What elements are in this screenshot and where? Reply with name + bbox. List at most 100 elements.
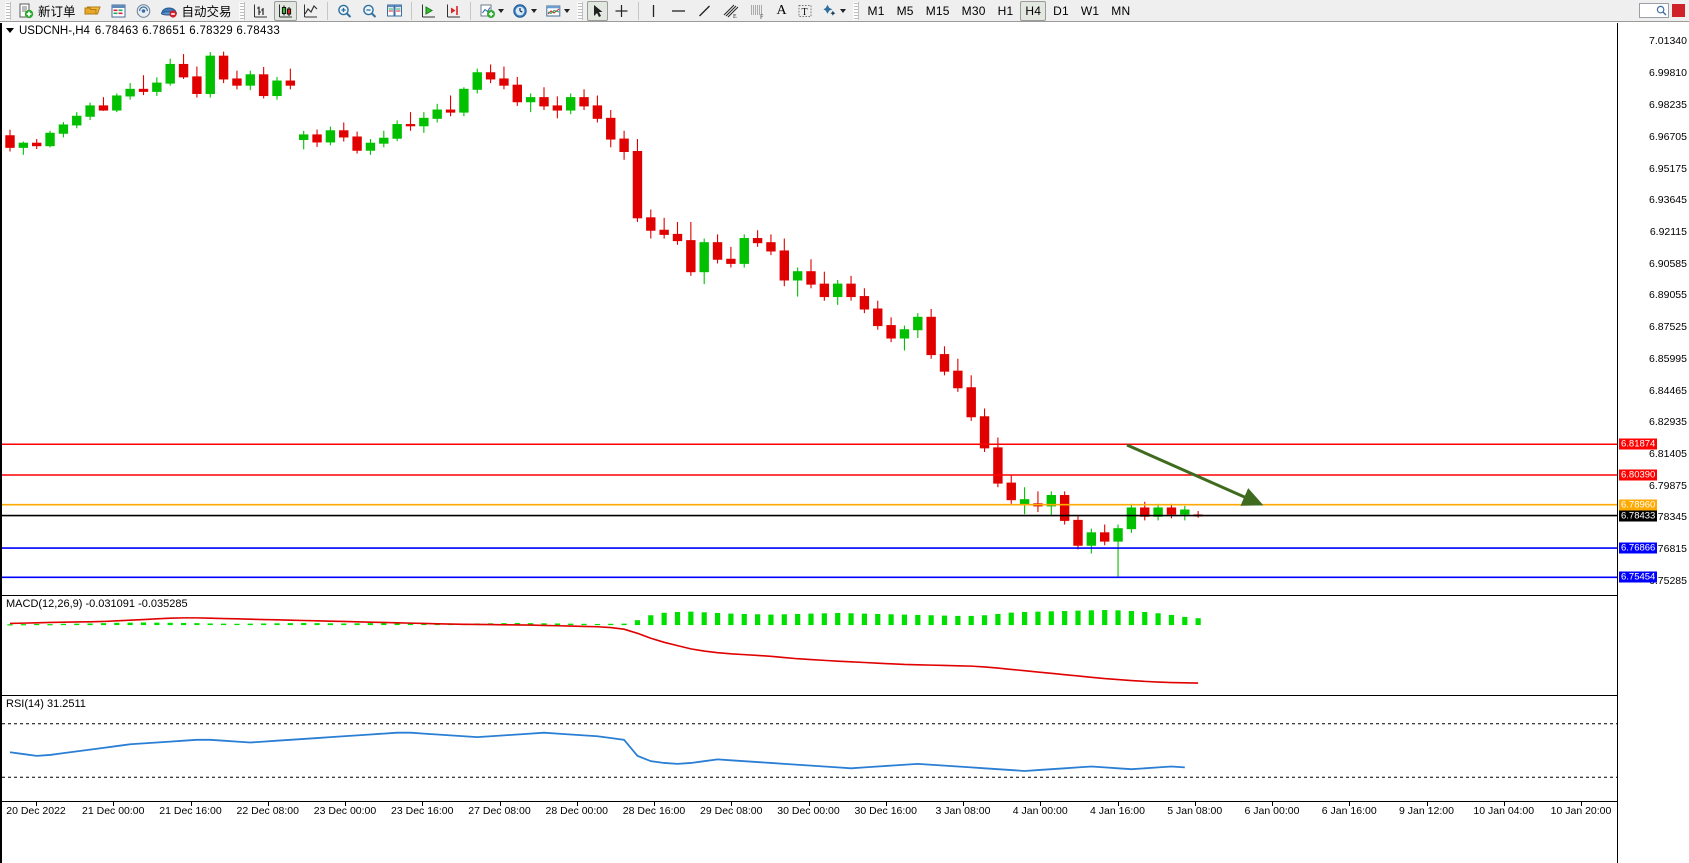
macd-signal-line [9, 617, 1199, 684]
vertical-line-button[interactable] [644, 1, 664, 21]
price-tick-label: 6.95175 [1649, 162, 1687, 175]
price-tick-label: 6.87525 [1649, 321, 1687, 334]
candlestick-chart-icon [278, 4, 292, 17]
time-axis-label: 10 Jan 04:00 [1473, 805, 1535, 817]
equidistant-channel-button[interactable]: E [718, 1, 743, 21]
price-tick-label: 6.99810 [1649, 66, 1687, 79]
chevron-down-icon-3[interactable] [563, 8, 570, 13]
toolbar-grip[interactable] [5, 1, 11, 20]
time-tick [190, 802, 192, 806]
toolbar-separator-1 [326, 1, 328, 20]
new-order-button[interactable]: 新订单 [15, 1, 79, 21]
search-input[interactable] [1639, 3, 1669, 18]
toolbar-grip-2[interactable] [238, 1, 245, 20]
rsi-line [9, 731, 1185, 772]
svg-text:T: T [801, 7, 807, 18]
chevron-down-icon-4[interactable] [839, 8, 846, 13]
rsi-pane-label: RSI(14) 31.2511 [6, 698, 86, 710]
market-watch-button[interactable] [107, 1, 130, 21]
timeframe-m5[interactable]: M5 [892, 1, 919, 21]
time-tick [36, 802, 37, 806]
signals-icon [136, 3, 150, 18]
zoom-in-button[interactable] [333, 1, 356, 21]
toolbar-separator-4 [637, 1, 639, 20]
price-tick-label: 6.81405 [1649, 447, 1687, 460]
shift-end-icon [446, 4, 460, 17]
alert-indicator[interactable] [1672, 4, 1685, 17]
crosshair-button[interactable] [610, 1, 633, 21]
timeframe-w1[interactable]: W1 [1076, 1, 1104, 21]
add-indicator-button[interactable] [476, 1, 507, 21]
text-box-icon: T [798, 4, 812, 18]
zoom-in-icon [337, 4, 351, 18]
toolbar-grip-3[interactable] [576, 1, 583, 20]
price-tick-label: 6.96705 [1649, 130, 1687, 143]
horizontal-line-button[interactable] [666, 1, 691, 21]
tile-windows-button[interactable] [383, 1, 406, 21]
chevron-down-icon-2[interactable] [530, 8, 537, 13]
crosshair-icon [615, 4, 628, 17]
time-tick [345, 802, 346, 806]
timeframe-h1[interactable]: H1 [993, 1, 1019, 21]
pane-separator-3 [2, 801, 1617, 802]
folder-button[interactable] [81, 1, 105, 21]
toolbar-grip-4[interactable] [852, 1, 859, 20]
price-scale[interactable]: 7.01340 6.99810 6.98235 6.96705 6.95175 6.936… [1617, 23, 1689, 863]
timeframe-m15[interactable]: M15 [921, 1, 955, 21]
trendline-button[interactable] [693, 1, 716, 21]
shift-start-button[interactable] [417, 1, 440, 21]
current-price-line-price-chip[interactable]: 6.78433 [1619, 510, 1658, 522]
text-box-button[interactable]: T [794, 1, 816, 21]
rsi-pane[interactable] [2, 696, 1617, 801]
shapes-button[interactable] [818, 1, 849, 21]
signals-button[interactable] [132, 1, 155, 21]
price-pane[interactable] [2, 23, 1617, 595]
zoom-out-button[interactable] [358, 1, 381, 21]
chart-menu-caret-icon[interactable] [6, 28, 14, 33]
templates-button[interactable] [542, 1, 573, 21]
chart-symbol-label: USDCNH-,H4 [19, 24, 90, 37]
chart-header: USDCNH-,H4 6.78463 6.78651 6.78329 6.784… [2, 23, 280, 38]
timeframe-mn[interactable]: MN [1106, 1, 1135, 21]
text-label-icon: A [776, 2, 787, 18]
text-label-button[interactable]: A [772, 1, 792, 21]
shift-end-button[interactable] [442, 1, 465, 21]
resistance-line-2-price-chip[interactable]: 6.80390 [1619, 469, 1658, 481]
timeframe-w1-label: W1 [1080, 3, 1100, 18]
macd-pane[interactable] [2, 596, 1617, 695]
time-axis[interactable]: 20 Dec 2022 21 Dec 00:00 21 Dec 16:00 22 De… [2, 801, 1617, 823]
toolbar-right-group [1639, 3, 1689, 18]
pivot-line-price-chip[interactable]: 6.78960 [1619, 499, 1658, 511]
folder-icon [83, 6, 101, 14]
time-axis-label: 20 Dec 2022 [6, 805, 66, 817]
price-tick-label: 7.01340 [1649, 34, 1687, 47]
time-tick [576, 802, 578, 806]
resistance-line-1-price-chip[interactable]: 6.81874 [1619, 438, 1658, 450]
timeframe-h4[interactable]: H4 [1020, 0, 1047, 21]
price-tick-label: 6.98235 [1649, 99, 1687, 112]
pane-separator-2 [2, 695, 1617, 696]
timeframe-m1[interactable]: M1 [863, 1, 890, 21]
time-tick [1503, 802, 1505, 806]
time-tick [267, 802, 269, 806]
timeframe-m30[interactable]: M30 [957, 1, 991, 21]
chevron-down-icon[interactable] [497, 8, 504, 13]
auto-trading-button[interactable]: 自动交易 [157, 1, 235, 21]
support-line-2-price-chip[interactable]: 6.75454 [1619, 571, 1658, 583]
candlestick-chart-button[interactable] [273, 0, 297, 21]
line-chart-icon [303, 4, 317, 17]
time-tick [1272, 802, 1273, 806]
chart-frame[interactable]: USDCNH-,H4 6.78463 6.78651 6.78329 6.784… [0, 23, 1689, 863]
line-chart-button[interactable] [299, 1, 322, 21]
bar-chart-button[interactable] [249, 1, 272, 21]
fibonacci-button[interactable]: F [745, 1, 770, 21]
support-line-1-price-chip[interactable]: 6.76866 [1619, 542, 1658, 554]
price-tick-label: 6.93645 [1649, 194, 1687, 207]
cursor-button[interactable] [586, 0, 608, 21]
time-axis-label: 21 Dec 00:00 [82, 805, 145, 817]
timeframe-d1[interactable]: D1 [1048, 1, 1074, 21]
time-axis-label: 22 Dec 08:00 [236, 805, 299, 817]
time-tick [422, 802, 424, 806]
templates-icon [545, 5, 560, 16]
period-button[interactable] [509, 1, 540, 21]
